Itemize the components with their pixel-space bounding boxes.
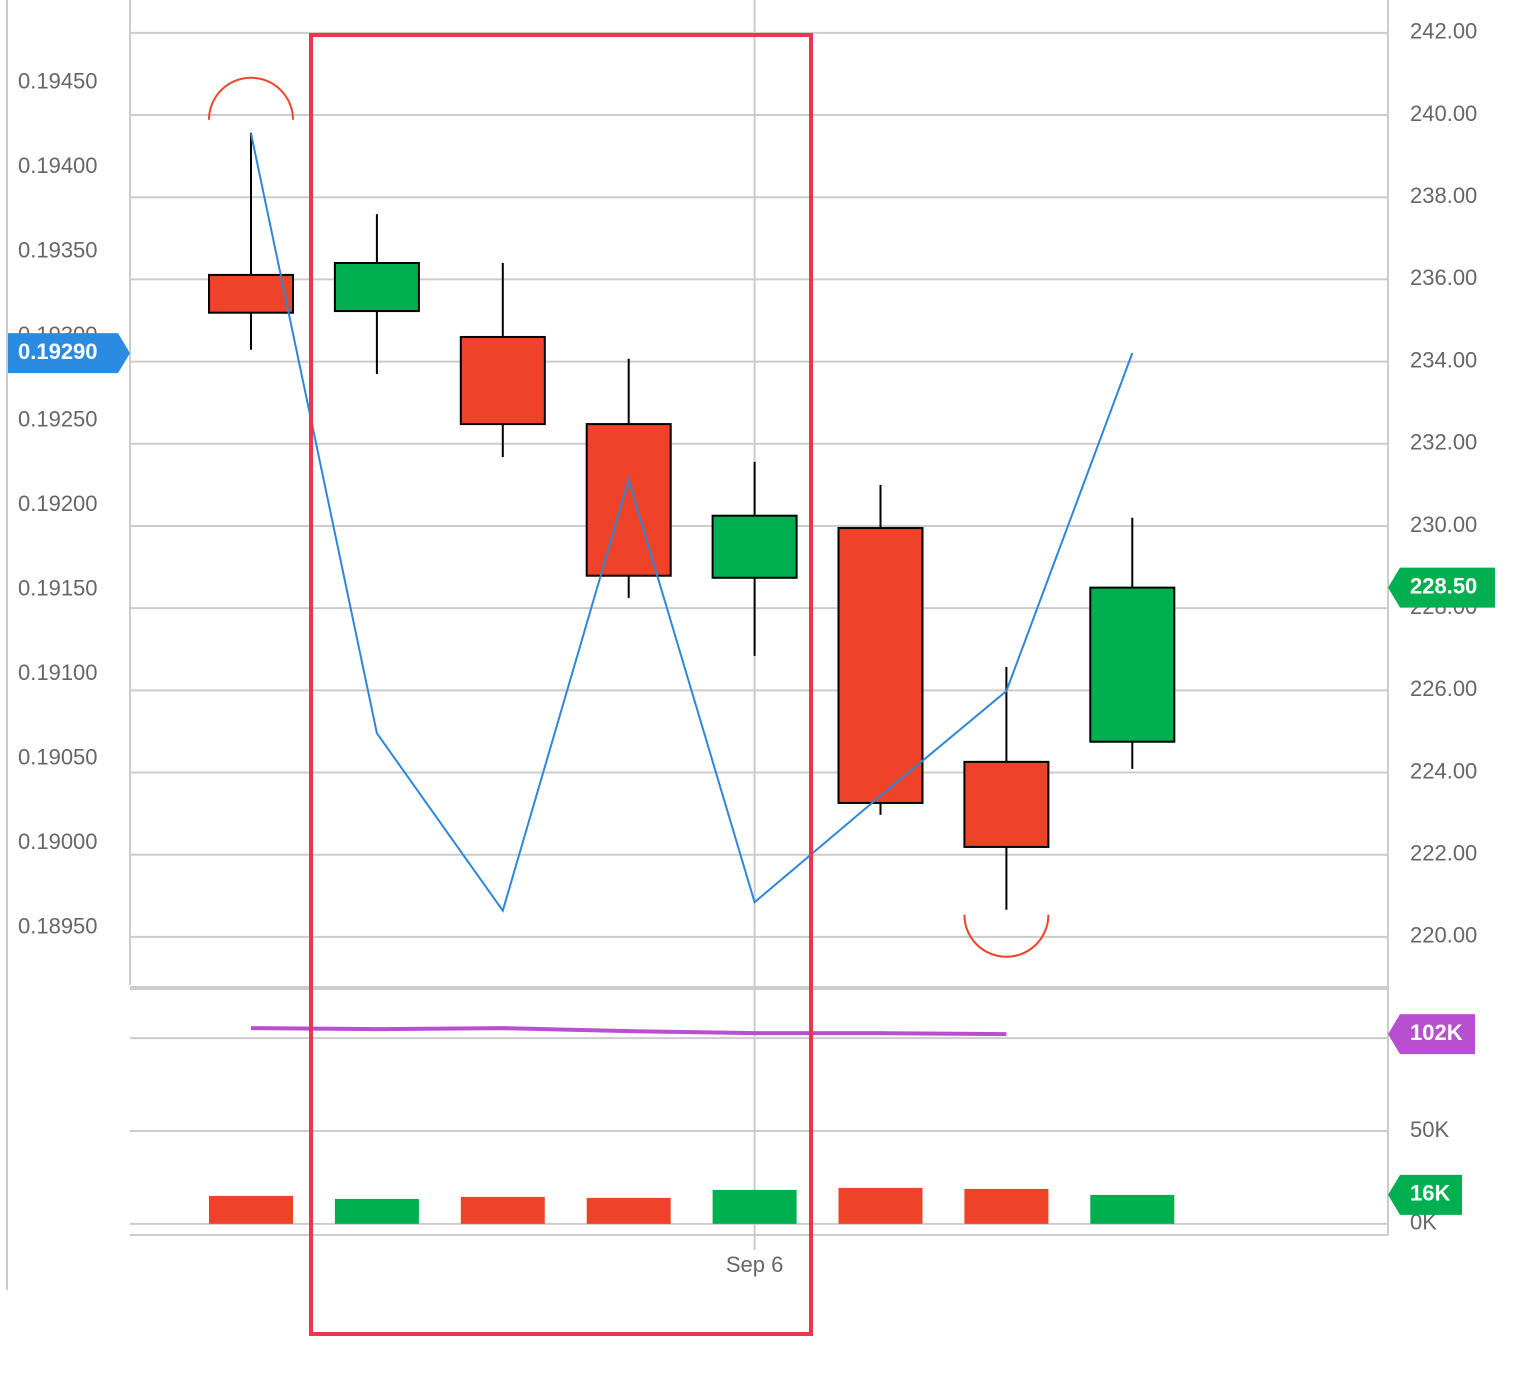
volume-bar (209, 1195, 293, 1224)
volume-bar (460, 1196, 545, 1224)
candle-body (837, 527, 924, 804)
value-badge (1388, 1174, 1462, 1215)
volume-bar (964, 1188, 1049, 1224)
value-badge (1388, 1014, 1475, 1055)
y2-tick-label: 0.19000 (18, 829, 98, 854)
y-tick-label: 236.00 (1410, 265, 1477, 290)
value-badge (1388, 567, 1495, 608)
y2-tick-label: 0.19200 (18, 491, 98, 516)
candle-body (711, 514, 798, 579)
x-tick-label: Sep 6 (726, 1252, 784, 1277)
y2-tick-label: 0.19450 (18, 69, 98, 94)
high-marker (208, 76, 294, 120)
y-tick-label: 242.00 (1410, 19, 1477, 44)
candle-body (1089, 586, 1176, 743)
y-tick-label: 232.00 (1410, 430, 1477, 455)
highlight-box (309, 33, 813, 1336)
y2-tick-label: 0.19150 (18, 575, 98, 600)
volume-bar (586, 1197, 671, 1224)
y-tick-label: 224.00 (1410, 758, 1477, 783)
badge-label: 228.50 (1410, 573, 1477, 598)
badge-label: 0.19290 (18, 339, 98, 364)
y2-tick-label: 0.19350 (18, 238, 98, 263)
y-tick-label: 220.00 (1410, 923, 1477, 948)
candle-body (963, 760, 1050, 848)
y2-tick-label: 0.18950 (18, 913, 98, 938)
candle-body (333, 261, 420, 313)
value-badge (8, 333, 130, 374)
y-tick-label: 222.00 (1410, 841, 1477, 866)
badge-label: 16K (1410, 1181, 1450, 1206)
y-tick-label: 234.00 (1410, 347, 1477, 372)
y2-tick-label: 0.19050 (18, 744, 98, 769)
y-tick-label: 226.00 (1410, 676, 1477, 701)
volume-bar (1090, 1194, 1175, 1224)
candle-body (585, 423, 672, 577)
volume-tick-label: 50K (1410, 1117, 1449, 1142)
y-tick-label: 240.00 (1410, 101, 1477, 126)
volume-bar (712, 1189, 797, 1224)
badge-label: 102K (1410, 1020, 1463, 1045)
volume-ma-line (250, 1026, 1007, 1037)
y-tick-label: 238.00 (1410, 183, 1477, 208)
y-tick-label: 230.00 (1410, 512, 1477, 537)
volume-bar (838, 1187, 923, 1224)
indicator-line (250, 133, 1134, 913)
candle-body (459, 335, 546, 426)
y2-tick-label: 0.19100 (18, 660, 98, 685)
candle-body (208, 273, 294, 314)
y2-tick-label: 0.19400 (18, 153, 98, 178)
low-marker (963, 914, 1050, 958)
volume-bar (334, 1198, 419, 1224)
y2-tick-label: 0.19250 (18, 407, 98, 432)
plot-layer: 220.00222.00224.00226.00228.00230.00232.… (8, 0, 1495, 1277)
